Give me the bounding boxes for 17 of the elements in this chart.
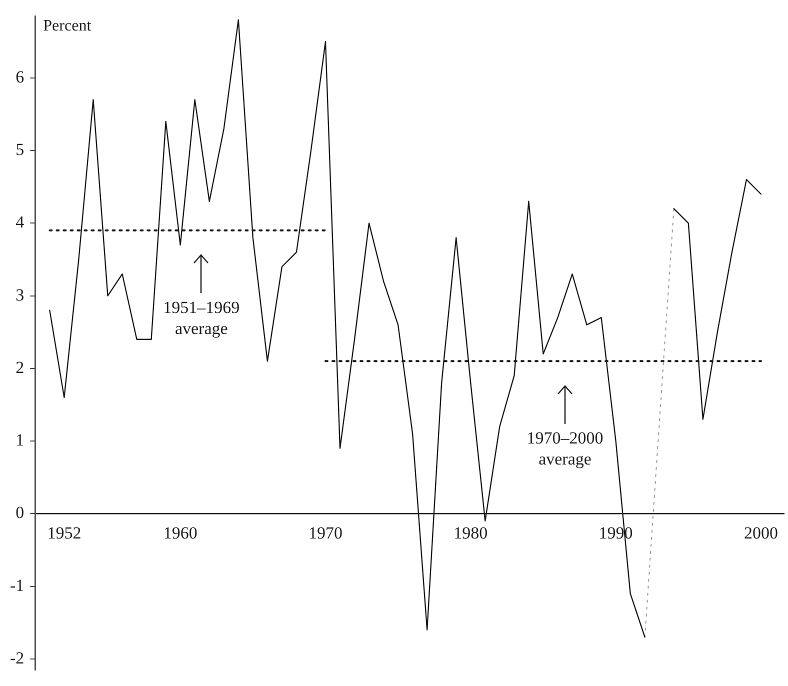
y-tick-label: 2 — [16, 358, 24, 377]
y-tick-label: 3 — [16, 285, 24, 304]
x-tick-label: 1970 — [308, 523, 342, 542]
y-axis-title: Percent — [43, 17, 92, 34]
y-tick-label: -2 — [10, 648, 24, 668]
x-tick-label: 1960 — [163, 523, 198, 542]
y-tick-label: 5 — [16, 140, 24, 160]
y-tick-label: 0 — [16, 503, 24, 522]
y-tick-label: 4 — [16, 212, 25, 232]
annotation: 1970–2000 average — [526, 428, 604, 469]
x-tick-label: 2000 — [744, 523, 778, 542]
y-tick-label: -1 — [10, 576, 24, 595]
x-tick-label: 1980 — [454, 523, 488, 542]
y-tick-label: 1 — [16, 430, 24, 450]
annotation: 1951–1969 average — [163, 298, 240, 338]
y-tick-label: 6 — [16, 67, 24, 86]
x-tick-label: 1952 — [47, 523, 82, 542]
